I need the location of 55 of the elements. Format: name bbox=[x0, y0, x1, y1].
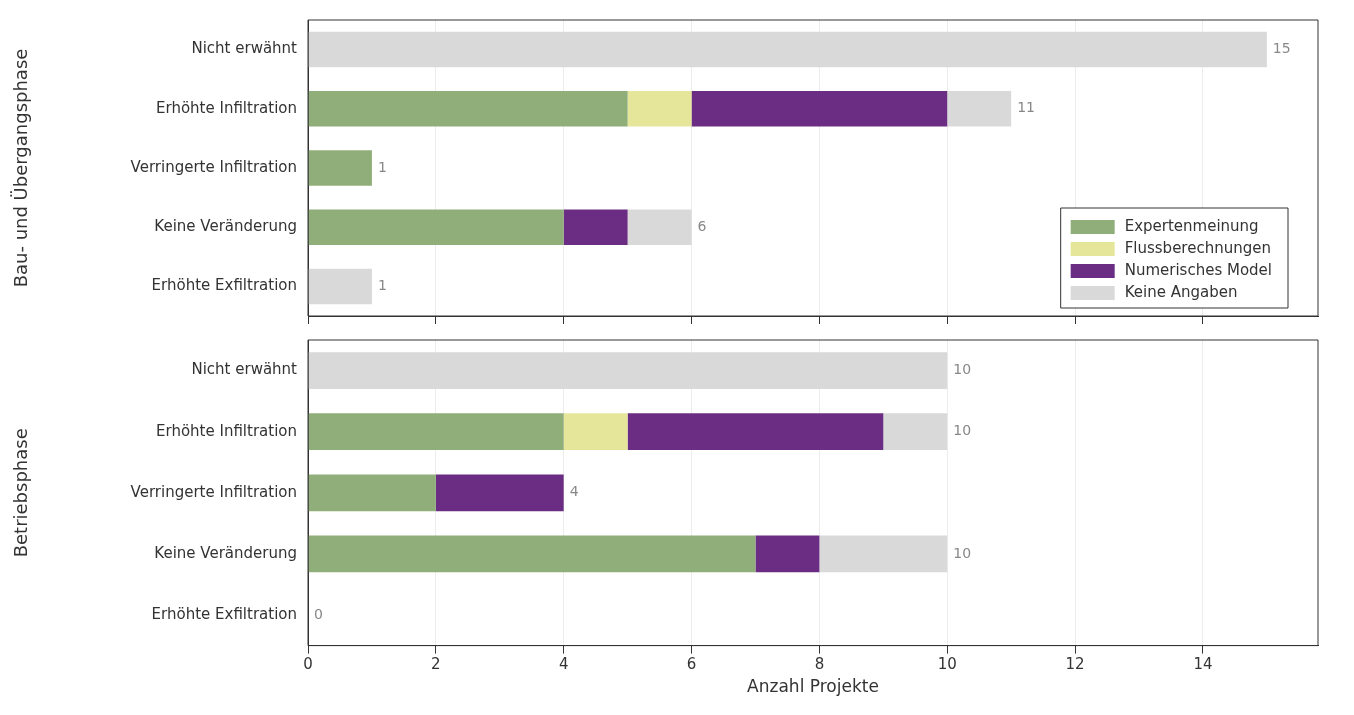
bar bbox=[819, 535, 948, 573]
bar bbox=[691, 91, 948, 127]
legend-label: Expertenmeinung bbox=[1124, 216, 1259, 235]
bar bbox=[308, 474, 436, 512]
y-tick-label: Erhöhte Infiltration bbox=[156, 421, 297, 440]
total-label: 15 bbox=[1272, 40, 1291, 57]
y-tick-label: Erhöhte Exfiltration bbox=[151, 604, 297, 623]
y-tick-label: Nicht erwähnt bbox=[191, 360, 298, 379]
bar bbox=[308, 352, 948, 389]
x-tick-label: 8 bbox=[814, 655, 825, 674]
total-label: 10 bbox=[953, 361, 972, 378]
x-tick-label: 14 bbox=[1193, 655, 1213, 674]
x-tick-label: 12 bbox=[1065, 655, 1085, 674]
bar bbox=[627, 91, 692, 127]
total-label: 1 bbox=[377, 277, 387, 294]
x-tick-label: 2 bbox=[431, 655, 441, 674]
bar bbox=[563, 209, 628, 245]
y-tick-label: Nicht erwähnt bbox=[191, 39, 298, 58]
y-axis-title: Betriebsphase bbox=[10, 428, 32, 558]
total-label: 4 bbox=[569, 483, 579, 500]
bar bbox=[308, 31, 1267, 68]
total-label: 0 bbox=[314, 605, 323, 622]
y-tick-label: Keine Veränderung bbox=[154, 217, 297, 236]
bar bbox=[883, 413, 948, 451]
x-tick-label: 6 bbox=[686, 655, 697, 674]
y-tick-label: Keine Veränderung bbox=[154, 543, 297, 562]
x-tick-label: 4 bbox=[558, 655, 569, 674]
y-axis-title: Bau- und Übergangsphase bbox=[10, 48, 32, 288]
bar bbox=[563, 413, 628, 451]
y-tick-label: Erhöhte Exfiltration bbox=[151, 276, 297, 295]
total-label: 1 bbox=[377, 158, 387, 175]
total-label: 10 bbox=[953, 544, 972, 561]
bar bbox=[308, 209, 564, 245]
legend-label: Keine Angaben bbox=[1124, 282, 1238, 301]
total-label: 10 bbox=[953, 422, 972, 439]
bar bbox=[627, 209, 692, 245]
bar bbox=[308, 413, 564, 451]
total-label: 6 bbox=[697, 217, 707, 234]
x-axis-title: Anzahl Projekte bbox=[747, 676, 879, 697]
bar bbox=[627, 413, 884, 451]
legend-label: Flussberechnungen bbox=[1124, 238, 1271, 257]
bar bbox=[435, 474, 564, 512]
total-label: 11 bbox=[1017, 99, 1035, 116]
bar bbox=[308, 150, 372, 186]
bar bbox=[755, 535, 820, 573]
bar bbox=[947, 91, 1012, 127]
bar bbox=[308, 91, 628, 127]
x-tick-label: 0 bbox=[303, 655, 313, 674]
bar bbox=[308, 268, 372, 305]
y-tick-label: Verringerte Infiltration bbox=[130, 482, 297, 501]
legend-label: Numerisches Model bbox=[1124, 260, 1273, 279]
bar bbox=[308, 535, 756, 573]
y-tick-label: Verringerte Infiltration bbox=[130, 157, 297, 176]
x-tick-label: 10 bbox=[937, 655, 957, 674]
y-tick-label: Erhöhte Infiltration bbox=[156, 98, 297, 117]
